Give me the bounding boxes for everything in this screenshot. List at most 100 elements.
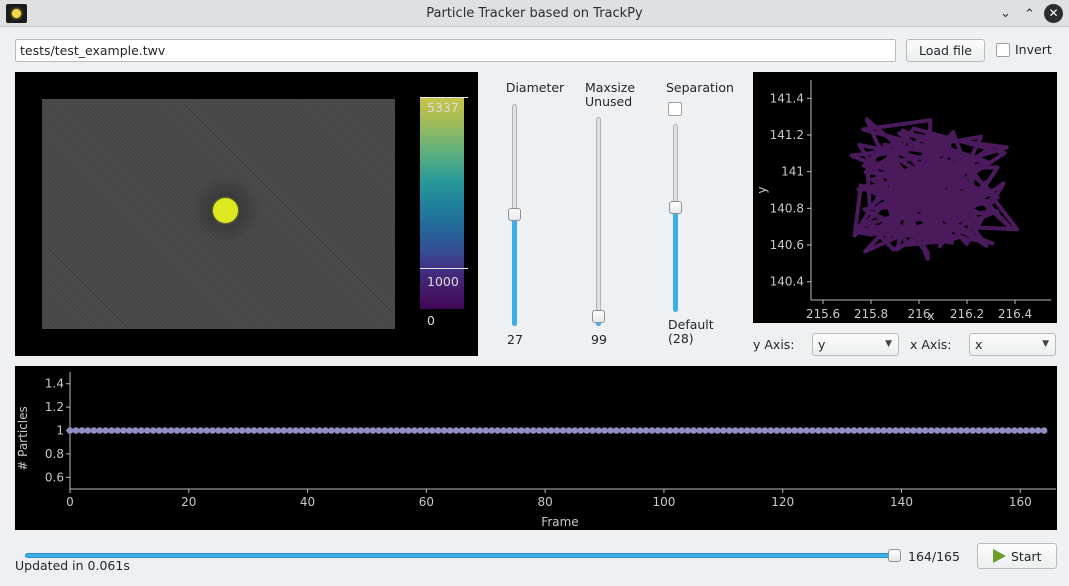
count-point: [981, 427, 988, 434]
count-point: [114, 427, 121, 434]
count-point: [381, 427, 389, 434]
count-point: [999, 427, 1006, 434]
count-point: [328, 427, 335, 434]
file-path-input[interactable]: [15, 39, 896, 62]
count-point: [571, 427, 579, 434]
count-point: [233, 427, 240, 434]
x-tick-label: 60: [419, 495, 434, 509]
colorbar-level-line[interactable]: [420, 268, 468, 269]
count-point: [589, 427, 596, 434]
count-point: [535, 427, 543, 434]
separation-checkbox[interactable]: [668, 102, 682, 116]
y-axis-select-value: y: [818, 337, 826, 352]
count-point: [1034, 427, 1042, 434]
colorbar-min-label: 0: [427, 313, 435, 328]
maxsize-slider[interactable]: [596, 117, 601, 326]
count-point: [916, 427, 923, 434]
close-icon[interactable]: ✕: [1044, 4, 1063, 23]
detected-particle-marker: [213, 198, 238, 223]
x-axis-title: x: [927, 309, 934, 323]
count-point: [963, 427, 971, 434]
count-point: [197, 427, 204, 434]
invert-checkbox[interactable]: [996, 43, 1010, 57]
status-text: Updated in 0.061s: [15, 558, 130, 573]
title-bar[interactable]: Particle Tracker based on TrackPy ⌄ ⌃ ✕: [0, 0, 1069, 27]
count-point: [684, 427, 691, 434]
count-point: [898, 427, 905, 434]
trajectory-plot[interactable]: 215.6 215.8 216 216.2 216.4 141.4 141.2 141 140.…: [753, 72, 1057, 323]
x-axis-select[interactable]: x ▼: [969, 333, 1056, 356]
x-axis-title: Frame: [541, 515, 578, 529]
start-button[interactable]: Start: [977, 543, 1057, 569]
x-tick-label: 215.6: [806, 307, 840, 321]
count-point: [411, 427, 418, 434]
count-point: [203, 427, 210, 434]
count-point: [393, 427, 401, 434]
count-point: [832, 427, 840, 434]
frame-slider[interactable]: [25, 553, 895, 558]
particle-count-plot[interactable]: 0 20 40 60 80 100 120 140 160 1.4 1.2 1 0.8 0.6 Frame #…: [15, 366, 1057, 530]
count-point: [577, 427, 585, 434]
colorbar[interactable]: [420, 97, 464, 309]
count-point: [619, 427, 626, 434]
chevron-up-icon[interactable]: ⌃: [1024, 7, 1035, 22]
count-point: [838, 427, 846, 434]
x-tick-label: 216.4: [998, 307, 1032, 321]
count-point: [583, 427, 590, 434]
separation-slider-fill: [673, 207, 678, 312]
y-tick-label: 141: [781, 165, 804, 179]
maxsize-slider-handle[interactable]: [592, 310, 605, 323]
count-point: [375, 427, 383, 434]
count-point: [821, 427, 828, 434]
count-point: [547, 427, 555, 434]
y-tick-label: 140.6: [770, 238, 804, 252]
count-point: [126, 427, 133, 434]
count-point: [922, 427, 929, 434]
count-point: [553, 427, 561, 434]
count-point: [731, 427, 739, 434]
count-point: [345, 427, 353, 434]
count-point: [90, 427, 98, 434]
x-tick-label: 20: [181, 495, 196, 509]
maxsize-title: Maxsize Unused: [585, 80, 636, 109]
count-point: [227, 427, 234, 434]
trajectory-svg[interactable]: 215.6 215.8 216 216.2 216.4 141.4 141.2 141 140.…: [753, 72, 1057, 323]
y-axis-title: # Particles: [16, 406, 30, 470]
count-point: [755, 427, 763, 434]
count-point: [470, 427, 478, 434]
count-point: [761, 427, 769, 434]
y-tick-label: 1.2: [45, 400, 64, 414]
count-point: [702, 427, 709, 434]
particle-count-svg[interactable]: 0 20 40 60 80 100 120 140 160 1.4 1.2 1 0.8 0.6 Frame #…: [15, 366, 1057, 530]
count-point: [815, 427, 822, 434]
count-point: [524, 427, 531, 434]
chevron-down-icon[interactable]: ⌄: [1000, 6, 1011, 21]
y-tick-label: 0.8: [45, 447, 64, 461]
diameter-slider-handle[interactable]: [508, 208, 521, 221]
count-point: [672, 427, 680, 434]
count-point: [452, 427, 460, 434]
count-point: [322, 427, 329, 434]
load-file-button[interactable]: Load file: [906, 39, 985, 62]
count-point: [530, 427, 537, 434]
count-point: [969, 427, 977, 434]
separation-slider-handle[interactable]: [669, 201, 682, 214]
count-point: [880, 427, 887, 434]
frame-slider-handle[interactable]: [888, 549, 901, 562]
count-point: [844, 427, 852, 434]
count-point: [933, 427, 941, 434]
count-point: [494, 427, 501, 434]
count-point: [767, 427, 775, 434]
diameter-value: 27: [507, 332, 523, 347]
y-axis-select[interactable]: y ▼: [812, 333, 899, 356]
count-point: [274, 427, 282, 434]
count-point: [987, 427, 994, 434]
y-tick-label: 141.4: [770, 91, 804, 105]
count-point: [173, 427, 181, 434]
colorbar-max-line[interactable]: [420, 97, 468, 98]
count-point: [826, 427, 834, 434]
count-point: [102, 427, 109, 434]
diameter-slider-fill: [512, 214, 517, 326]
x-tick-label: 215.8: [854, 307, 888, 321]
start-button-label: Start: [1011, 549, 1042, 564]
